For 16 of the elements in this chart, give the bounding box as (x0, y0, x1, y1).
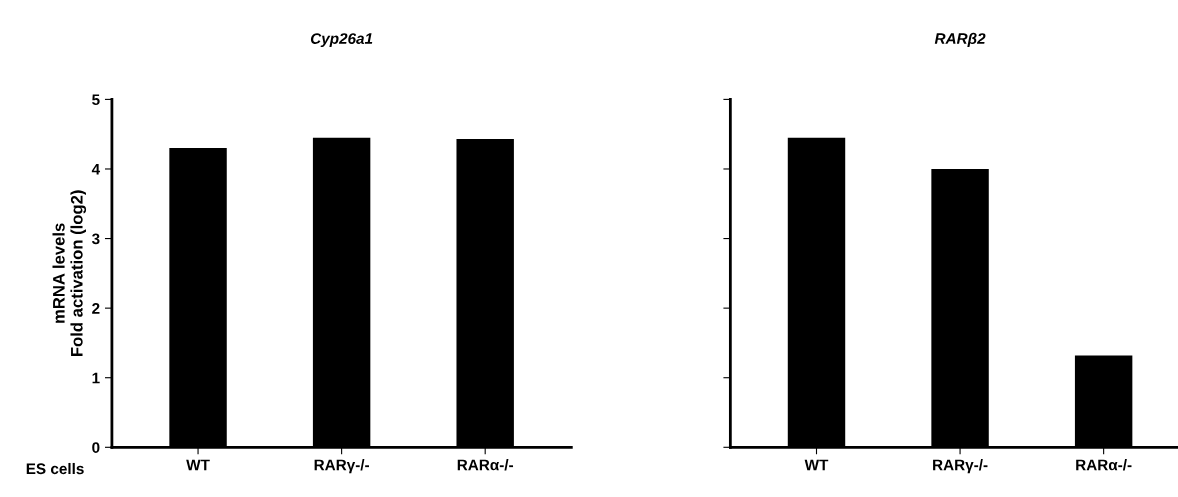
y-tick-label: 1 (92, 372, 100, 384)
x-tick-label: RARα-/- (1076, 459, 1132, 471)
y-axis-title: mRNA levels Fold activation (log2) (52, 190, 87, 357)
y-tick-label: 3 (91, 233, 100, 245)
chart-title: RARβ2 (934, 32, 986, 48)
x-tick-label: RARα-/- (457, 459, 514, 471)
y-tick-label: 0 (92, 442, 100, 453)
y-tick-label: 2 (92, 303, 100, 314)
text: ES cells (26, 462, 84, 475)
chart-title: Cyp26a1 (310, 33, 373, 48)
x-tick-label: WT (804, 459, 829, 471)
y-tick-label: 4 (91, 164, 101, 175)
x-tick-label: RARγ-/- (933, 459, 988, 474)
x-tick-label: WT (186, 459, 210, 471)
y-tick-label: 5 (92, 94, 100, 106)
x-tick-label: RARγ-/- (314, 459, 370, 474)
